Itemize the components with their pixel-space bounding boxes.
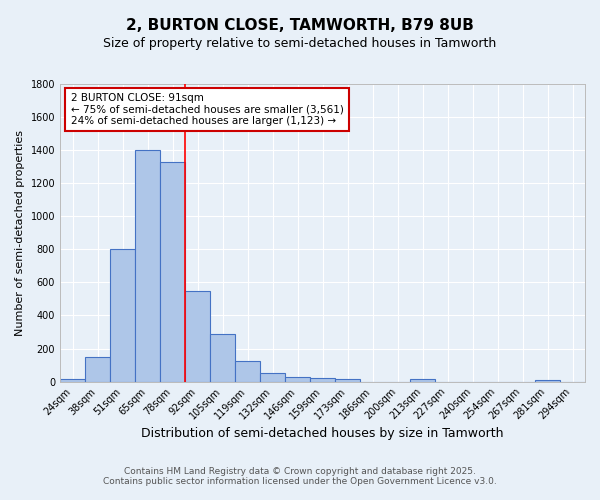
Bar — [110, 250, 135, 382]
Text: Contains public sector information licensed under the Open Government Licence v3: Contains public sector information licen… — [103, 477, 497, 486]
Bar — [535, 380, 560, 382]
Bar — [85, 357, 110, 382]
Bar — [335, 379, 360, 382]
Y-axis label: Number of semi-detached properties: Number of semi-detached properties — [15, 130, 25, 336]
Bar — [185, 290, 210, 382]
Text: 2, BURTON CLOSE, TAMWORTH, B79 8UB: 2, BURTON CLOSE, TAMWORTH, B79 8UB — [126, 18, 474, 32]
Text: Size of property relative to semi-detached houses in Tamworth: Size of property relative to semi-detach… — [103, 38, 497, 51]
Bar — [160, 162, 185, 382]
Bar — [410, 379, 435, 382]
Bar — [210, 334, 235, 382]
Bar — [235, 361, 260, 382]
X-axis label: Distribution of semi-detached houses by size in Tamworth: Distribution of semi-detached houses by … — [141, 427, 504, 440]
Text: 2 BURTON CLOSE: 91sqm
← 75% of semi-detached houses are smaller (3,561)
24% of s: 2 BURTON CLOSE: 91sqm ← 75% of semi-deta… — [71, 93, 343, 126]
Bar — [135, 150, 160, 382]
Bar — [260, 374, 285, 382]
Bar — [310, 378, 335, 382]
Text: Contains HM Land Registry data © Crown copyright and database right 2025.: Contains HM Land Registry data © Crown c… — [124, 467, 476, 476]
Bar — [285, 378, 310, 382]
Bar — [60, 379, 85, 382]
